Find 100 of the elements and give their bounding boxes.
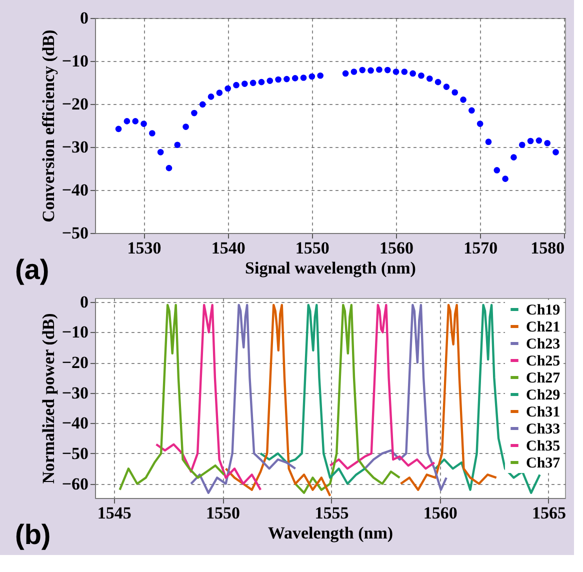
point [275, 76, 282, 83]
y-tick-label: −20 [62, 94, 88, 114]
point [376, 66, 382, 73]
x-tick-label: 1555 [314, 504, 349, 522]
point [149, 130, 156, 136]
y-tick-label: −30 [62, 383, 88, 402]
point [460, 96, 466, 103]
y-tick-label: −40 [62, 414, 88, 433]
point [166, 164, 172, 172]
point [536, 137, 542, 144]
y-tick-label: −10 [62, 322, 88, 342]
legend-label: Ch33 [526, 422, 560, 438]
text: (a) [15, 254, 50, 285]
legend-label: Ch37 [526, 456, 561, 472]
point [418, 72, 424, 79]
x-tick-label: 1570 [464, 238, 498, 258]
x-axis-title: Wavelength (nm) [268, 524, 394, 542]
point [258, 78, 265, 86]
x-tick-label: 1550 [295, 238, 330, 258]
legend-label: Ch23 [526, 336, 560, 352]
x-axis-title: Signal wavelength (nm) [245, 258, 416, 278]
point [233, 82, 240, 88]
point [468, 107, 475, 114]
point [384, 66, 391, 74]
line-series [294, 304, 401, 494]
x-tick-label: 1565 [532, 504, 566, 522]
y-tick-label: −50 [62, 224, 88, 242]
point [292, 75, 298, 82]
x-tick-label: 1530 [127, 238, 162, 258]
point [182, 124, 189, 130]
point [208, 94, 214, 100]
point [191, 110, 198, 116]
line-series [118, 304, 226, 491]
y-tick-label: −50 [62, 444, 88, 463]
point [410, 70, 416, 77]
x-tick-label: 1550 [206, 504, 240, 522]
y-tick-label: −10 [62, 52, 88, 70]
point [132, 118, 139, 124]
point [224, 85, 232, 92]
point [434, 78, 442, 86]
point [342, 70, 349, 77]
point [242, 80, 248, 87]
x-tick-label: 1560 [380, 238, 414, 258]
point [284, 76, 290, 82]
x-tick-label: 1580 [530, 238, 565, 258]
point [502, 176, 508, 182]
point [518, 142, 526, 148]
legend-label: Ch21 [526, 320, 560, 336]
point [350, 68, 358, 75]
point [140, 120, 147, 127]
point [452, 89, 458, 96]
point [308, 73, 316, 80]
legend-label: Ch35 [526, 438, 560, 454]
x-tick-label: 1560 [423, 504, 458, 522]
point [527, 138, 534, 144]
x-tick-label: 1540 [211, 238, 246, 258]
legend-label: Ch31 [526, 404, 560, 420]
point [392, 68, 400, 75]
line-series [155, 304, 262, 491]
line-series [329, 304, 436, 470]
point [266, 78, 274, 84]
y-axis-title: Conversion efficiency (dB) [38, 30, 58, 222]
line-series [364, 304, 448, 491]
legend-label: Ch19 [526, 302, 560, 318]
line-series [259, 304, 366, 485]
point [124, 118, 130, 124]
point [115, 126, 122, 132]
legend-label: Ch27 [526, 370, 561, 386]
y-axis-title: Normalized power (dB) [38, 313, 58, 484]
point [476, 120, 484, 127]
y-tick-label: 0 [80, 292, 88, 312]
y-tick-label: −30 [62, 138, 88, 156]
line-series [400, 304, 498, 491]
x-tick-label: 1545 [97, 504, 132, 522]
legend-label: Ch29 [526, 388, 560, 404]
point [443, 84, 450, 90]
point [317, 72, 324, 79]
point [485, 138, 492, 145]
text: (b) [15, 519, 51, 550]
point [359, 66, 366, 74]
point [510, 154, 517, 160]
y-tick-label: −40 [62, 180, 88, 200]
point [199, 101, 206, 108]
point [494, 167, 500, 174]
point [552, 149, 559, 156]
line-series [224, 304, 332, 497]
point [300, 74, 307, 81]
point [368, 67, 374, 74]
point [426, 75, 433, 82]
point [174, 142, 181, 148]
y-tick-label: 0 [80, 8, 88, 28]
legend-label: Ch25 [526, 354, 560, 370]
point [250, 80, 256, 86]
point [216, 90, 223, 96]
point [157, 149, 164, 156]
y-tick-label: −60 [62, 474, 88, 494]
point [544, 140, 551, 146]
y-tick-label: −20 [62, 353, 88, 372]
line-series [190, 304, 296, 494]
point [401, 68, 408, 75]
